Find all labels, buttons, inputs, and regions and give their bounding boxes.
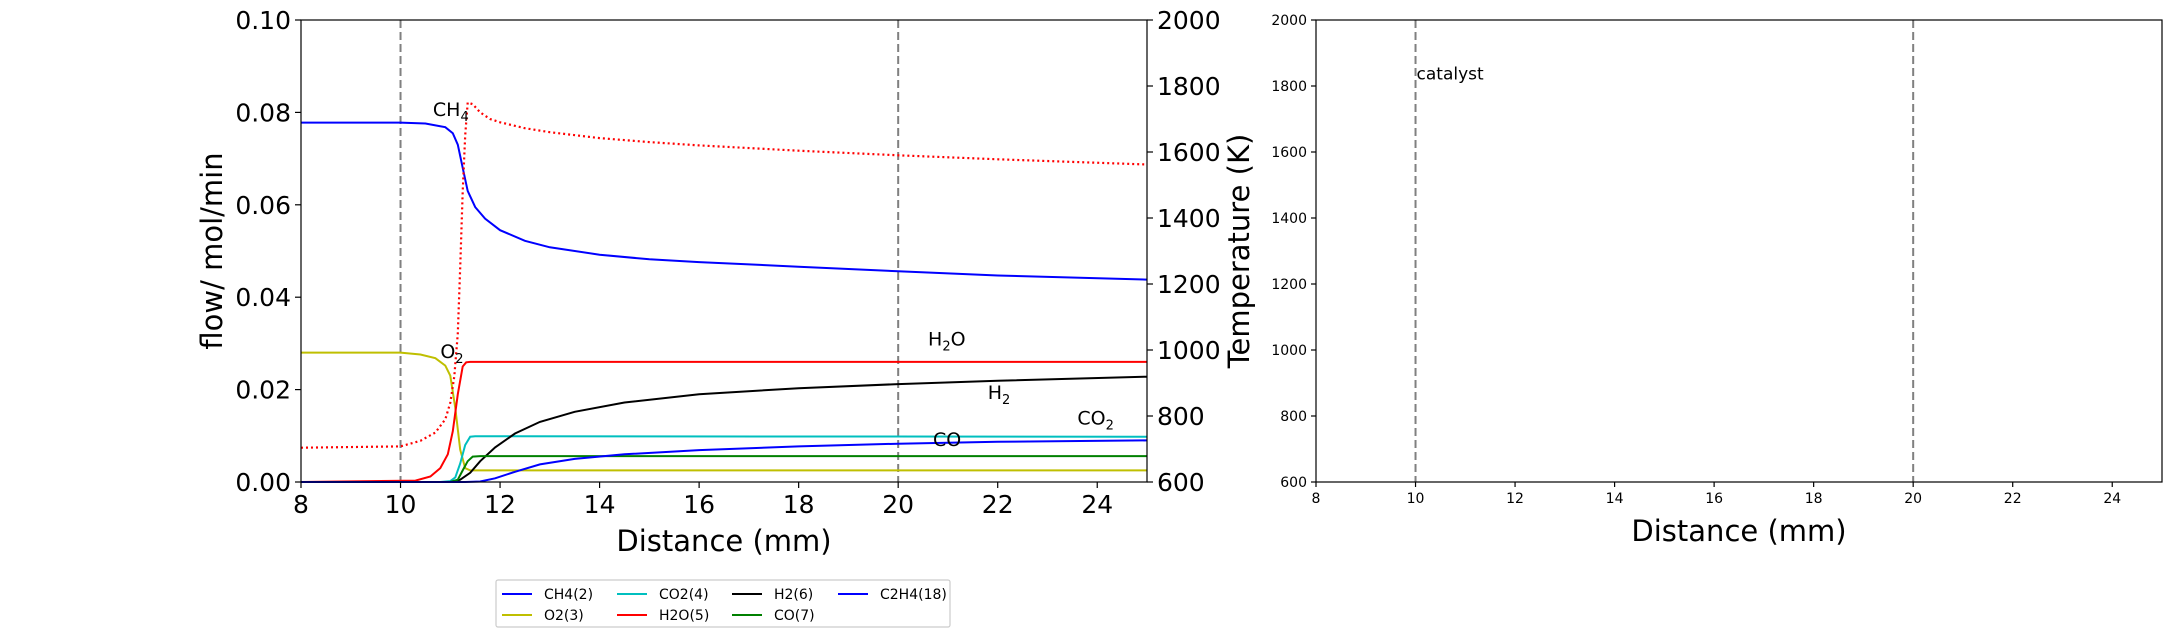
- x-tick-label: 22: [982, 490, 1014, 519]
- y-tick-label: 0.04: [235, 283, 291, 312]
- x-tick-label: 14: [584, 490, 616, 519]
- legend-entry-label: CH4(2): [544, 587, 593, 603]
- left-chart: 8 10 12 14 16 18 20 22 24 0.00 0.02 0.04 0.06 0.08 0.1…: [195, 6, 1256, 558]
- y-tick-label: 0.08: [235, 98, 291, 127]
- species-annotation: H2O: [928, 329, 966, 355]
- y-tick-label: 1800: [1271, 79, 1307, 95]
- x-tick-label: 24: [1081, 490, 1113, 519]
- legend-entry-label: C2H4(18): [880, 587, 947, 603]
- x-tick-label: 14: [1606, 491, 1624, 507]
- x-tick-label: 10: [385, 490, 417, 519]
- x-tick-label: 22: [2004, 491, 2022, 507]
- legend-entry-label: CO2(4): [659, 587, 709, 603]
- species-annotation: CO2: [1077, 407, 1114, 433]
- legend-entry-label: H2(6): [774, 587, 813, 603]
- x-tick-label: 8: [293, 490, 309, 519]
- series-line-3: [301, 435, 1148, 483]
- y2-tick-label: 1000: [1157, 336, 1221, 365]
- x-tick-label: 20: [882, 490, 914, 519]
- y2-axis-label: Temperature (K): [1222, 134, 1256, 370]
- x-tick-label: 16: [683, 490, 715, 519]
- species-annotation: CH4: [433, 99, 469, 125]
- y2-tick-label: 1600: [1157, 138, 1221, 167]
- y-tick-label: 600: [1280, 475, 1307, 491]
- x-tick-label: 20: [1904, 491, 1922, 507]
- plot-frame: [300, 19, 1148, 483]
- x-tick-label: 12: [484, 490, 516, 519]
- series-line-5: [301, 375, 1148, 483]
- legend: CH4(2) O2(3) CO2(4) H2O(5) H2(6) CO(7) C2H4(18…: [495, 579, 951, 628]
- y2-tick-label: 2000: [1157, 6, 1221, 35]
- y-tick-label: 1600: [1271, 145, 1307, 161]
- x-tick-label: 24: [2103, 491, 2121, 507]
- y-tick-label: 0.00: [235, 468, 291, 497]
- plot-frame: [1315, 19, 2163, 483]
- legend-box: [495, 579, 951, 628]
- series-line-7: [301, 439, 1148, 483]
- catalyst-annotation: catalyst: [1417, 64, 1484, 84]
- y2-tick-label: 800: [1157, 402, 1205, 431]
- x-tick-label: 18: [783, 490, 815, 519]
- legend-entry-label: CO(7): [774, 608, 815, 624]
- y2-tick-label: 1400: [1157, 204, 1221, 233]
- y2-tick-label: 600: [1157, 468, 1205, 497]
- y-tick-label: 1400: [1271, 211, 1307, 227]
- y-tick-label: 1200: [1271, 277, 1307, 293]
- series-line-2: [301, 351, 1147, 472]
- x-tick-label: 16: [1705, 491, 1723, 507]
- x-tick-label: 12: [1506, 491, 1524, 507]
- x-axis-label: Distance (mm): [1631, 514, 1846, 548]
- y-tick-label: 800: [1280, 409, 1307, 425]
- temperature-line: [300, 101, 1148, 449]
- right-chart: 8 10 12 14 16 18 20 22 24 600 800 1000 1200 1400 1600 1…: [1271, 13, 2163, 548]
- species-annotation: CO: [933, 429, 961, 451]
- series-line-1: [301, 121, 1148, 281]
- x-axis-label: Distance (mm): [616, 524, 831, 558]
- legend-entry-label: O2(3): [544, 608, 584, 624]
- species-annotation: H2: [988, 382, 1011, 408]
- y-tick-label: 0.06: [235, 191, 291, 220]
- x-tick-label: 18: [1805, 491, 1823, 507]
- legend-entry-label: H2O(5): [659, 608, 709, 624]
- y-axis-label: flow/ mol/min: [195, 152, 229, 349]
- y-tick-label: 1000: [1271, 343, 1307, 359]
- y2-tick-label: 1800: [1157, 72, 1221, 101]
- x-tick-label: 10: [1407, 491, 1425, 507]
- y-tick-label: 0.10: [235, 6, 291, 35]
- x-tick-label: 8: [1312, 491, 1321, 507]
- y-tick-label: 2000: [1271, 13, 1307, 29]
- species-annotation: O2: [440, 341, 463, 367]
- y-tick-label: 0.02: [235, 376, 291, 405]
- series-line-4: [300, 360, 1147, 483]
- y2-tick-label: 1200: [1157, 270, 1221, 299]
